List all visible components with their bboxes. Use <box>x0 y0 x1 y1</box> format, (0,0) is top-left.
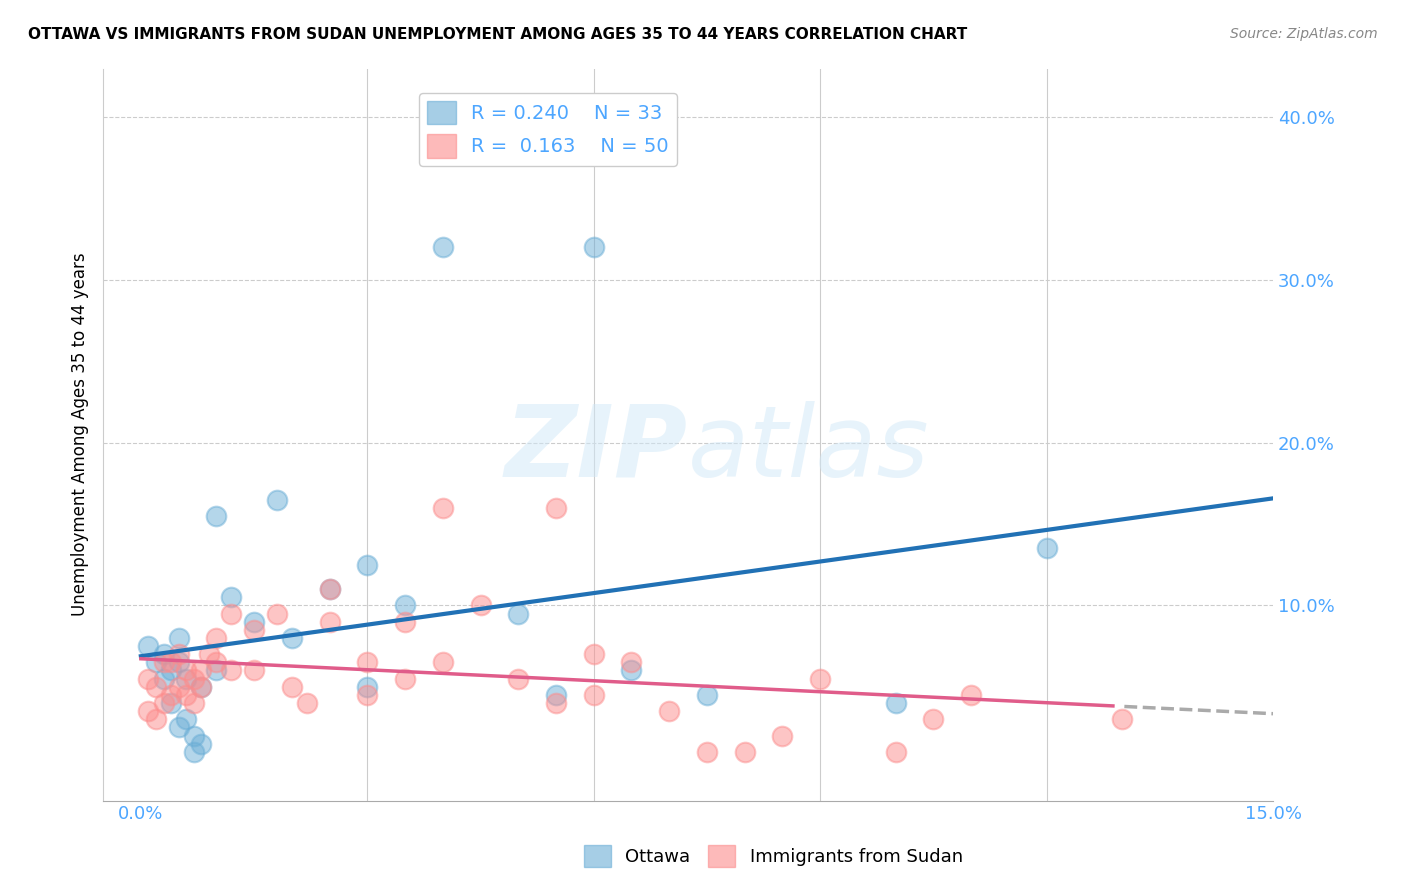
Point <box>183 729 205 743</box>
Point <box>432 500 454 515</box>
Point <box>167 656 190 670</box>
Text: ZIP: ZIP <box>505 401 688 498</box>
Legend: R = 0.240    N = 33, R =  0.163    N = 50: R = 0.240 N = 33, R = 0.163 N = 50 <box>419 93 676 166</box>
Point <box>544 688 567 702</box>
Point <box>174 664 197 678</box>
Point <box>221 664 243 678</box>
Point <box>205 631 228 645</box>
Text: Source: ZipAtlas.com: Source: ZipAtlas.com <box>1230 27 1378 41</box>
Point <box>138 672 160 686</box>
Point <box>152 696 174 710</box>
Point <box>318 582 340 596</box>
Point <box>356 688 378 702</box>
Point <box>582 688 605 702</box>
Point <box>221 591 243 605</box>
Point <box>1035 541 1057 556</box>
Point <box>145 656 167 670</box>
Point <box>266 492 288 507</box>
Text: atlas: atlas <box>688 401 929 498</box>
Point <box>884 745 907 759</box>
Point <box>243 623 266 637</box>
Point <box>152 656 174 670</box>
Point <box>394 599 416 613</box>
Point <box>734 745 756 759</box>
Point <box>221 607 243 621</box>
Point <box>190 680 212 694</box>
Point <box>470 599 492 613</box>
Point <box>432 656 454 670</box>
Point <box>145 680 167 694</box>
Point <box>266 607 288 621</box>
Point <box>620 664 643 678</box>
Point <box>960 688 983 702</box>
Point <box>190 664 212 678</box>
Point <box>167 680 190 694</box>
Point <box>544 500 567 515</box>
Point <box>281 680 304 694</box>
Point <box>432 240 454 254</box>
Point <box>884 696 907 710</box>
Point <box>174 672 197 686</box>
Point <box>356 558 378 572</box>
Point <box>160 664 183 678</box>
Point <box>160 696 183 710</box>
Point <box>183 745 205 759</box>
Point <box>356 680 378 694</box>
Point <box>205 664 228 678</box>
Point <box>198 647 221 661</box>
Point <box>167 720 190 734</box>
Point <box>243 664 266 678</box>
Point <box>696 688 718 702</box>
Point <box>174 688 197 702</box>
Point <box>167 647 190 661</box>
Point <box>808 672 831 686</box>
Point <box>160 656 183 670</box>
Point <box>205 508 228 523</box>
Point <box>620 656 643 670</box>
Point <box>138 639 160 653</box>
Point <box>145 712 167 726</box>
Point <box>318 582 340 596</box>
Point <box>243 615 266 629</box>
Point <box>152 647 174 661</box>
Point <box>138 704 160 718</box>
Point <box>1111 712 1133 726</box>
Text: OTTAWA VS IMMIGRANTS FROM SUDAN UNEMPLOYMENT AMONG AGES 35 TO 44 YEARS CORRELATI: OTTAWA VS IMMIGRANTS FROM SUDAN UNEMPLOY… <box>28 27 967 42</box>
Point <box>394 615 416 629</box>
Point <box>205 656 228 670</box>
Point <box>152 672 174 686</box>
Point <box>544 696 567 710</box>
Point <box>295 696 318 710</box>
Point <box>183 672 205 686</box>
Point <box>696 745 718 759</box>
Point <box>318 615 340 629</box>
Point <box>770 729 793 743</box>
Point <box>582 240 605 254</box>
Point <box>174 712 197 726</box>
Point <box>190 737 212 751</box>
Point <box>160 688 183 702</box>
Legend: Ottawa, Immigrants from Sudan: Ottawa, Immigrants from Sudan <box>576 838 970 874</box>
Point <box>190 680 212 694</box>
Point <box>167 631 190 645</box>
Point <box>394 672 416 686</box>
Point <box>281 631 304 645</box>
Point <box>582 647 605 661</box>
Point <box>356 656 378 670</box>
Point <box>922 712 945 726</box>
Point <box>658 704 681 718</box>
Point <box>508 672 530 686</box>
Point <box>508 607 530 621</box>
Y-axis label: Unemployment Among Ages 35 to 44 years: Unemployment Among Ages 35 to 44 years <box>72 252 89 616</box>
Point <box>183 696 205 710</box>
